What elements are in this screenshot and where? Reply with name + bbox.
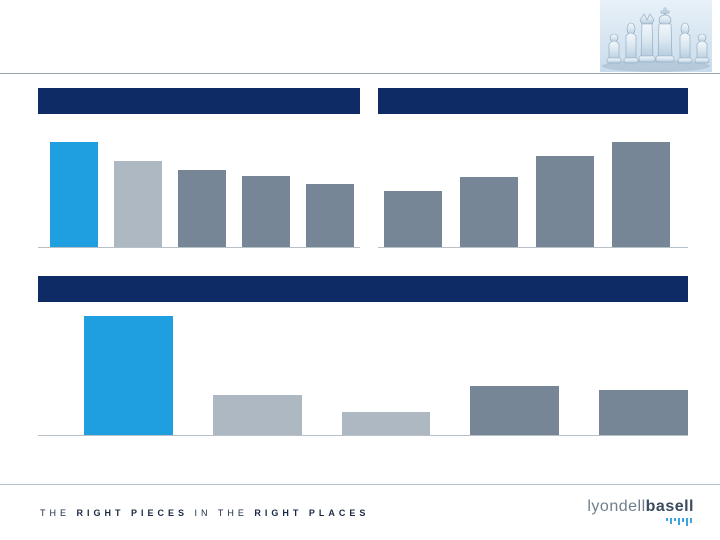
bar bbox=[342, 412, 431, 436]
bar bbox=[50, 142, 98, 248]
bar bbox=[114, 161, 162, 248]
chess-icon bbox=[600, 0, 712, 72]
chess-decor bbox=[600, 0, 712, 72]
brand-text: lyondellbasell bbox=[587, 498, 694, 516]
chart-top-right bbox=[378, 142, 688, 248]
bar bbox=[612, 142, 670, 248]
bar bbox=[384, 191, 442, 248]
chart-top-right-header bbox=[378, 88, 688, 114]
brand-mark bbox=[678, 518, 680, 525]
footer-divider bbox=[0, 484, 720, 485]
chart-top-right-bars bbox=[378, 142, 688, 248]
chart-bottom-header bbox=[38, 276, 688, 302]
bar bbox=[84, 316, 173, 436]
chart-bottom-axis bbox=[38, 435, 688, 436]
chart-top-left-bars bbox=[38, 142, 360, 248]
chart-top-left-header bbox=[38, 88, 360, 114]
brand-mark bbox=[666, 518, 668, 521]
chart-bottom bbox=[38, 316, 688, 436]
brand-mark bbox=[690, 518, 692, 523]
tagline: THE RIGHT PIECES IN THE RIGHT PLACES bbox=[40, 508, 369, 518]
bar bbox=[306, 184, 354, 248]
brand-logo: lyondellbasell bbox=[587, 498, 694, 526]
chart-top-right-axis bbox=[378, 247, 688, 248]
bar bbox=[460, 177, 518, 248]
tagline-segment: RIGHT PIECES bbox=[77, 508, 189, 518]
brand-mark bbox=[686, 518, 688, 526]
tagline-segment: IN THE bbox=[188, 508, 254, 518]
slide: THE RIGHT PIECES IN THE RIGHT PLACES lyo… bbox=[0, 0, 720, 540]
chart-top-left-axis bbox=[38, 247, 360, 248]
tagline-segment: THE bbox=[40, 508, 77, 518]
top-divider bbox=[0, 73, 720, 74]
chart-top-left bbox=[38, 142, 360, 248]
tagline-segment: RIGHT PLACES bbox=[254, 508, 369, 518]
brand-part1: lyondell bbox=[587, 498, 645, 515]
bar bbox=[242, 176, 290, 248]
bar bbox=[213, 395, 302, 436]
bar bbox=[470, 386, 559, 436]
bar bbox=[536, 156, 594, 248]
brand-mark bbox=[682, 518, 684, 522]
bar bbox=[178, 170, 226, 248]
brand-mark bbox=[670, 518, 672, 524]
chart-bottom-bars bbox=[38, 316, 688, 436]
brand-mark bbox=[674, 518, 676, 521]
brand-part2: basell bbox=[646, 498, 694, 515]
brand-marks-icon bbox=[587, 518, 694, 526]
bar bbox=[599, 390, 688, 436]
